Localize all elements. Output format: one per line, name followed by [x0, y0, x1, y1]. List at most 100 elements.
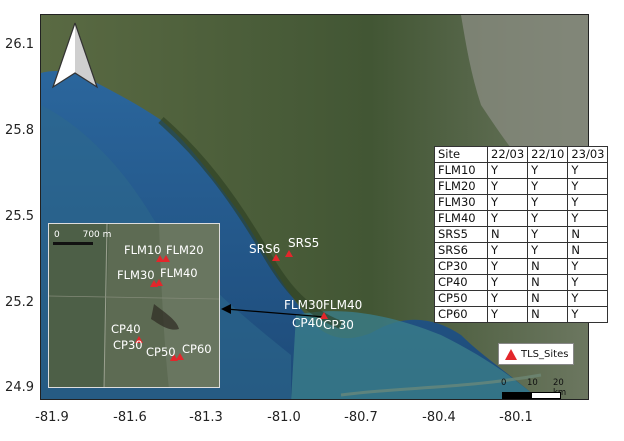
scale-segment-white	[531, 392, 561, 399]
table-cell: CP30	[434, 258, 488, 275]
table-cell: Y	[567, 162, 609, 179]
table-cell: Y	[567, 178, 609, 195]
scale-label-0: 0	[501, 378, 507, 388]
table-cell: N	[527, 258, 569, 275]
inset-marker-flm40	[155, 279, 163, 286]
inset-scale-end: 700 m	[82, 230, 112, 240]
table-row: FLM40 Y Y Y	[434, 210, 609, 227]
table-cell: Y	[527, 194, 569, 211]
table-cell: Y	[527, 210, 569, 227]
table-cell: FLM30	[434, 194, 488, 211]
table-row: FLM20 Y Y Y	[434, 178, 609, 195]
x-tick-81-3: -81.3	[189, 410, 223, 425]
table-cell: Y	[486, 274, 529, 291]
table-row: CP40 Y N Y	[434, 274, 609, 291]
y-tick-26-1: 26.1	[5, 37, 34, 52]
inset-label-cp40: CP40	[111, 322, 141, 336]
x-tick-81-6: -81.6	[113, 410, 147, 425]
site-label-srs6: SRS6	[249, 242, 281, 256]
table-cell: N	[486, 226, 529, 243]
site-label-flm30: FLM30	[284, 298, 324, 312]
table-cell: Y	[486, 258, 529, 275]
table-cell: FLM20	[434, 178, 488, 195]
inset-map: 0 700 m FLM10 FLM20 FLM30 FLM40 CP40 CP3…	[48, 223, 220, 388]
table-header-cell: 22/03	[486, 146, 529, 163]
site-label-srs5: SRS5	[288, 236, 320, 250]
table-row: CP60 Y N Y	[434, 306, 609, 323]
site-label-cp40: CP40	[292, 316, 323, 330]
inset-label-cp30: CP30	[113, 338, 143, 352]
table-cell: Y	[527, 226, 569, 243]
table-row: CP30 Y N Y	[434, 258, 609, 275]
triangle-marker-icon	[505, 349, 517, 360]
x-tick-81-0: -81.0	[267, 410, 301, 425]
table-cell: CP40	[434, 274, 488, 291]
table-cell: Y	[567, 210, 609, 227]
inset-marker-flm10	[156, 255, 164, 262]
table-cell: Y	[567, 194, 609, 211]
scale-label-10: 10	[527, 378, 538, 388]
inset-marker-cp40	[135, 336, 143, 343]
table-cell: CP50	[434, 290, 488, 307]
inset-label-flm40: FLM40	[160, 266, 198, 280]
x-tick-80-4: -80.4	[422, 410, 456, 425]
inset-marker-cp50	[170, 354, 178, 361]
scale-bar: 0 10 20 km	[501, 378, 571, 400]
table-cell: Y	[567, 306, 609, 323]
table-cell: Y	[486, 194, 529, 211]
scale-segment-black	[502, 392, 532, 399]
table-cell: N	[527, 274, 569, 291]
site-marker-srs6	[272, 254, 280, 261]
table-cell: Y	[567, 258, 609, 275]
table-cell: Y	[486, 210, 529, 227]
table-header: Site 22/03 22/10 23/03	[434, 146, 609, 163]
inset-label-cp50: CP50	[146, 345, 176, 359]
legend-label: TLS_Sites	[521, 349, 569, 360]
table-cell: N	[567, 242, 609, 259]
table-cell: N	[567, 226, 609, 243]
y-tick-24-9: 24.9	[5, 380, 34, 395]
inset-label-flm10: FLM10	[124, 243, 162, 257]
table-cell: Y	[486, 242, 529, 259]
inset-marker-flm20	[162, 255, 170, 262]
site-label-cp30: CP30	[323, 318, 354, 332]
table-header-cell: 22/10	[527, 146, 569, 163]
site-marker-flm-cp	[320, 312, 328, 319]
site-label-flm40: FLM40	[323, 298, 363, 312]
table-cell: N	[527, 290, 569, 307]
table-row: FLM10 Y Y Y	[434, 162, 609, 179]
north-arrow-icon	[51, 22, 99, 89]
x-tick-81-9: -81.9	[35, 410, 69, 425]
site-marker-srs5	[285, 250, 293, 257]
inset-label-flm30: FLM30	[117, 268, 155, 282]
table-row: SRS5 N Y N	[434, 226, 609, 243]
inset-scale: 0 700 m	[54, 230, 111, 240]
table-cell: Y	[527, 242, 569, 259]
inset-label-cp60: CP60	[182, 342, 212, 356]
table-cell: FLM10	[434, 162, 488, 179]
table-cell: SRS5	[434, 226, 488, 243]
table-cell: Y	[486, 290, 529, 307]
table-header-cell: 23/03	[567, 146, 609, 163]
inset-satellite	[49, 224, 219, 387]
table-cell: Y	[567, 274, 609, 291]
table-row: FLM30 Y Y Y	[434, 194, 609, 211]
inset-marker-cp60	[176, 353, 184, 360]
inset-scale-start: 0	[54, 230, 60, 240]
y-tick-25-8: 25.8	[5, 123, 34, 138]
table-cell: Y	[527, 162, 569, 179]
table-cell: Y	[486, 178, 529, 195]
table-row: SRS6 Y Y N	[434, 242, 609, 259]
y-tick-25-2: 25.2	[5, 295, 34, 310]
table-cell: CP60	[434, 306, 488, 323]
table-cell: Y	[486, 162, 529, 179]
x-tick-80-7: -80.7	[344, 410, 378, 425]
x-tick-80-1: -80.1	[499, 410, 533, 425]
table-cell: N	[527, 306, 569, 323]
table-cell: Y	[486, 306, 529, 323]
table-cell: FLM40	[434, 210, 488, 227]
table-cell: SRS6	[434, 242, 488, 259]
y-tick-25-5: 25.5	[5, 209, 34, 224]
map-legend: TLS_Sites	[498, 343, 574, 365]
inset-label-flm20: FLM20	[166, 243, 204, 257]
